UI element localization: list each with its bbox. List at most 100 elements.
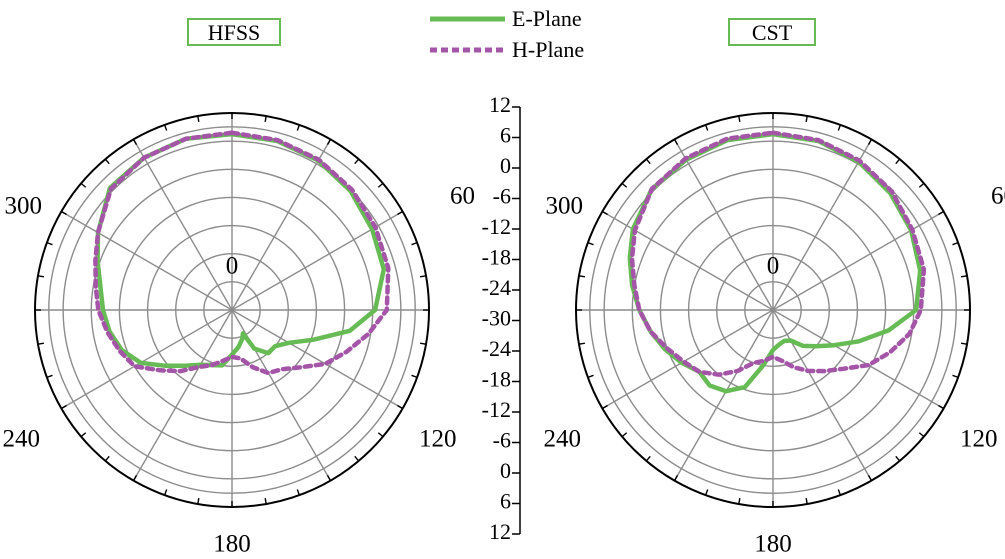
angle-label-300: 300 [546,193,584,220]
outer-ring-tick [587,241,594,246]
outer-ring-tick [80,182,87,188]
outer-ring-tick [296,489,301,496]
outer-ring-tick [61,210,67,216]
scale-tick-label: 6 [500,123,511,148]
scale-tick-label: 6 [500,489,511,514]
outer-ring-tick [296,124,301,131]
scale-tick-label: -24 [482,336,511,361]
outer-ring-tick [419,275,427,278]
outer-ring-tick [46,374,53,379]
outer-ring-tick [46,241,53,246]
outer-ring-tick [837,489,842,496]
outer-ring-tick [805,497,808,505]
outer-ring-tick [867,475,873,481]
series-line-h-plane [93,130,391,376]
outer-ring-tick [326,139,332,145]
angle-label-120: 120 [960,426,998,453]
angle-label-0: 0 [226,253,239,280]
polar-plot-cst: 0 60 120 180 240 300 CST [544,18,1005,558]
outer-ring-tick [578,342,586,345]
title-box [187,18,281,46]
angle-label-300: 300 [5,193,43,220]
outer-ring-tick [419,342,427,345]
outer-ring-tick [952,241,959,246]
outer-ring-tick [377,432,384,438]
outer-ring-tick [104,158,110,165]
outer-ring-tick [867,139,873,145]
angle-label-0: 0 [767,253,780,280]
legend: E-Plane H-Plane [430,6,584,62]
outer-ring-tick [621,182,628,188]
polar-plot-hfss: 0 60 120 180 240 300 HFSS [3,18,475,558]
outer-ring-tick [163,489,168,496]
legend-label-e-plane: E-Plane [512,6,582,31]
radial-scale-axis: 12 6 0 -6 -12 -18 -24 -30 -24 -18 -12 -6 0 6 12 [482,92,521,544]
outer-ring-tick [673,139,679,145]
outer-ring-tick [377,182,384,188]
angle-label-60: 60 [991,183,1005,210]
outer-ring-tick [918,432,925,438]
angle-label-120: 120 [419,426,457,453]
outer-ring-tick [602,404,608,410]
outer-ring-tick [354,455,360,462]
outer-ring-tick [61,404,67,410]
outer-ring-tick [37,342,45,345]
outer-ring-tick [397,404,403,410]
grid-spoke [673,139,873,481]
scale-tick-label: -18 [482,367,511,392]
outer-ring-tick [895,158,901,165]
outer-ring-tick [938,210,944,216]
chart-title: HFSS [208,20,261,45]
scale-tick-label: -24 [482,275,511,300]
outer-ring-tick [264,497,267,505]
outer-ring-tick [397,210,403,216]
outer-ring-tick [837,124,842,131]
outer-ring-tick [411,374,418,379]
outer-ring-tick [918,182,925,188]
outer-ring-tick [738,115,741,123]
outer-ring-tick [738,497,741,505]
angle-label-60: 60 [450,183,475,210]
angle-label-180: 180 [213,531,251,558]
outer-ring-tick [132,475,138,481]
outer-ring-tick [673,475,679,481]
scale-tick-label: -12 [482,397,511,422]
outer-ring-tick [960,275,968,278]
outer-ring-tick [895,455,901,462]
scale-tick-label: 0 [500,153,511,178]
outer-ring-tick [37,275,45,278]
outer-ring-tick [104,455,110,462]
scale-tick-label: 0 [500,458,511,483]
scale-tick-label: -18 [482,245,511,270]
outer-ring-tick [326,475,332,481]
outer-ring-tick [354,158,360,165]
outer-ring-tick [704,124,709,131]
angle-label-180: 180 [754,531,792,558]
outer-ring-tick [80,432,87,438]
outer-ring-tick [163,124,168,131]
outer-ring-tick [938,404,944,410]
scale-tick-label: -30 [482,306,511,331]
scale-tick-label: -6 [493,184,511,209]
scale-tick-label: 12 [489,92,511,117]
grid-spoke [132,139,332,481]
outer-ring-tick [645,455,651,462]
outer-ring-tick [132,139,138,145]
outer-ring-tick [197,497,200,505]
outer-ring-tick [645,158,651,165]
angle-label-240: 240 [3,426,41,453]
outer-ring-tick [952,374,959,379]
outer-ring-tick [704,489,709,496]
scale-tick-label: -12 [482,214,511,239]
outer-ring-tick [197,115,200,123]
series-line-h-plane [629,130,927,377]
outer-ring-tick [411,241,418,246]
outer-ring-tick [960,342,968,345]
angle-label-240: 240 [544,426,582,453]
title-box [728,18,816,46]
legend-label-h-plane: H-Plane [512,37,584,62]
scale-tick-label: -6 [493,428,511,453]
scale-tick-label: 12 [489,519,511,544]
outer-ring-tick [264,115,267,123]
